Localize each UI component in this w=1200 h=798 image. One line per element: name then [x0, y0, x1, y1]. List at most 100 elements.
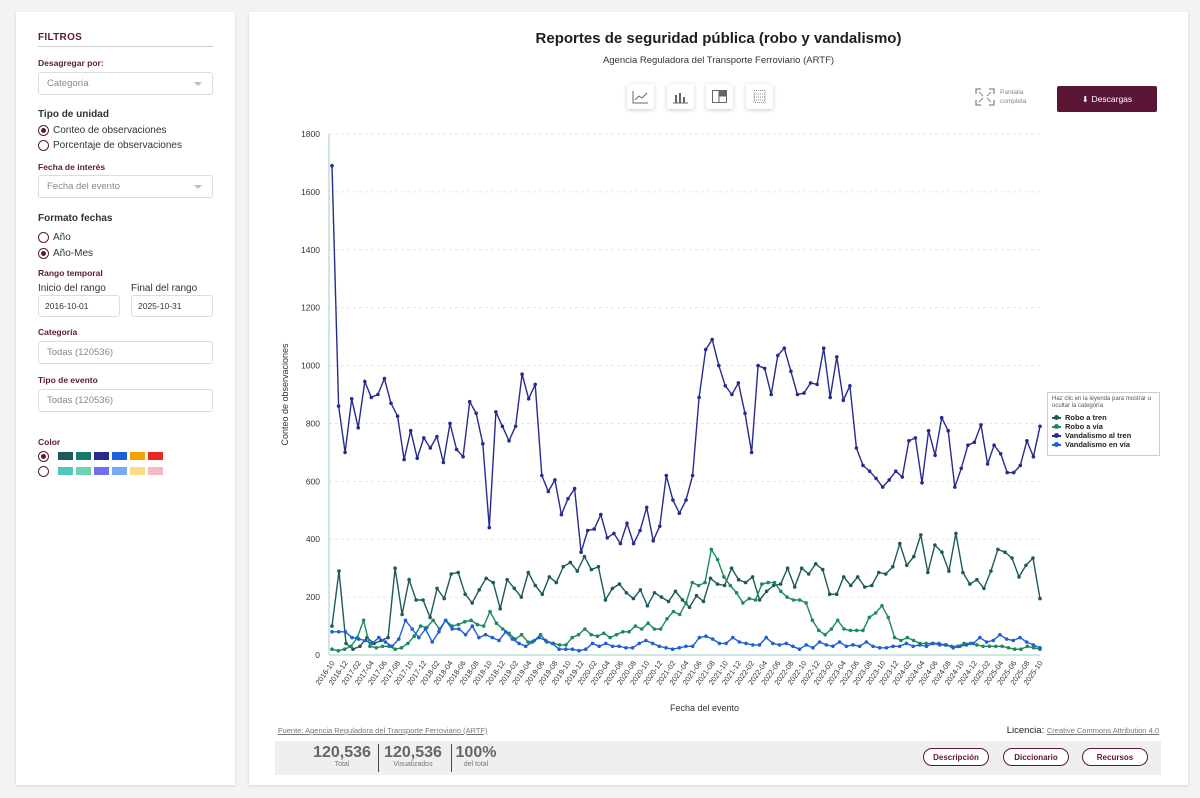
data-point[interactable] — [483, 632, 488, 637]
data-point[interactable] — [422, 436, 426, 440]
data-point[interactable] — [390, 644, 394, 649]
data-point[interactable] — [1018, 635, 1022, 640]
data-point[interactable] — [938, 643, 942, 647]
data-point[interactable] — [979, 423, 983, 427]
data-point[interactable] — [393, 647, 397, 651]
data-point[interactable] — [469, 618, 473, 623]
legend-item[interactable]: Robo a tren — [1052, 413, 1155, 422]
data-point[interactable] — [633, 624, 638, 628]
data-point[interactable] — [330, 164, 334, 168]
data-point[interactable] — [617, 644, 621, 649]
data-point[interactable] — [911, 644, 915, 649]
data-point[interactable] — [946, 428, 950, 433]
data-point[interactable] — [804, 643, 808, 647]
data-point[interactable] — [709, 547, 714, 552]
data-point[interactable] — [894, 469, 898, 474]
data-point[interactable] — [585, 528, 590, 533]
data-point[interactable] — [625, 521, 629, 526]
data-point[interactable] — [933, 543, 937, 547]
data-point[interactable] — [715, 582, 720, 586]
data-point[interactable] — [808, 381, 813, 385]
data-point[interactable] — [589, 567, 594, 572]
data-point[interactable] — [989, 569, 993, 573]
data-point[interactable] — [728, 583, 733, 588]
data-point[interactable] — [617, 582, 622, 586]
data-point[interactable] — [795, 392, 800, 397]
data-point[interactable] — [1031, 646, 1036, 650]
data-point[interactable] — [380, 644, 385, 649]
data-point[interactable] — [596, 564, 601, 569]
data-point[interactable] — [664, 646, 668, 650]
data-point[interactable] — [854, 628, 859, 633]
data-point[interactable] — [723, 384, 728, 388]
data-point[interactable] — [854, 446, 859, 450]
data-point[interactable] — [368, 644, 372, 649]
data-point[interactable] — [907, 439, 911, 443]
data-point[interactable] — [924, 644, 929, 649]
data-point[interactable] — [897, 644, 902, 649]
data-point[interactable] — [657, 644, 662, 649]
data-point[interactable] — [867, 469, 872, 474]
data-point[interactable] — [696, 583, 701, 588]
data-point[interactable] — [376, 392, 380, 397]
data-point[interactable] — [1038, 646, 1042, 650]
data-point[interactable] — [564, 647, 568, 651]
data-point[interactable] — [595, 634, 600, 638]
data-point[interactable] — [477, 635, 481, 640]
data-point[interactable] — [784, 641, 788, 646]
data-point[interactable] — [764, 635, 768, 640]
data-point[interactable] — [1025, 439, 1029, 443]
data-point[interactable] — [671, 498, 675, 502]
data-point[interactable] — [608, 635, 612, 640]
radio-year-month[interactable]: Año-Mes — [38, 248, 93, 259]
legend-item[interactable]: Vandalismo al tren — [1052, 431, 1155, 440]
data-point[interactable] — [797, 647, 802, 651]
data-point[interactable] — [423, 627, 428, 631]
data-point[interactable] — [771, 641, 775, 646]
data-point[interactable] — [505, 577, 510, 582]
data-point[interactable] — [443, 618, 448, 623]
data-point[interactable] — [791, 598, 796, 602]
data-point[interactable] — [337, 569, 341, 573]
data-point[interactable] — [640, 627, 644, 631]
data-point[interactable] — [677, 511, 682, 515]
data-point[interactable] — [749, 450, 754, 455]
data-point[interactable] — [828, 395, 832, 400]
data-point[interactable] — [820, 567, 825, 572]
data-point[interactable] — [874, 476, 878, 481]
data-point[interactable] — [940, 550, 944, 554]
data-point[interactable] — [336, 404, 341, 408]
data-point[interactable] — [500, 424, 505, 429]
data-point[interactable] — [513, 424, 518, 429]
license-link[interactable]: Creative Commons Attribution 4.0 — [1046, 726, 1159, 735]
data-point[interactable] — [377, 635, 381, 640]
data-point[interactable] — [418, 624, 423, 628]
data-point[interactable] — [454, 447, 459, 452]
data-point[interactable] — [743, 580, 748, 585]
data-point[interactable] — [386, 635, 390, 640]
data-point[interactable] — [751, 643, 755, 647]
data-point[interactable] — [760, 582, 764, 586]
data-point[interactable] — [342, 647, 347, 651]
data-point[interactable] — [330, 630, 334, 634]
data-point[interactable] — [870, 583, 874, 588]
data-point[interactable] — [441, 460, 446, 465]
data-point[interactable] — [637, 641, 641, 646]
data-point[interactable] — [827, 592, 832, 596]
data-point[interactable] — [543, 638, 548, 643]
data-point[interactable] — [829, 627, 834, 631]
data-point[interactable] — [1000, 644, 1004, 649]
data-point[interactable] — [924, 641, 928, 646]
data-point[interactable] — [589, 632, 593, 637]
data-point[interactable] — [481, 441, 485, 446]
data-point[interactable] — [631, 596, 636, 601]
data-point[interactable] — [887, 478, 891, 482]
data-point[interactable] — [402, 457, 406, 462]
data-point[interactable] — [658, 627, 663, 631]
data-point[interactable] — [1010, 556, 1014, 560]
data-point[interactable] — [810, 618, 815, 623]
data-point[interactable] — [848, 583, 853, 588]
data-point[interactable] — [717, 641, 722, 646]
data-point[interactable] — [533, 583, 538, 588]
data-point[interactable] — [753, 598, 758, 602]
